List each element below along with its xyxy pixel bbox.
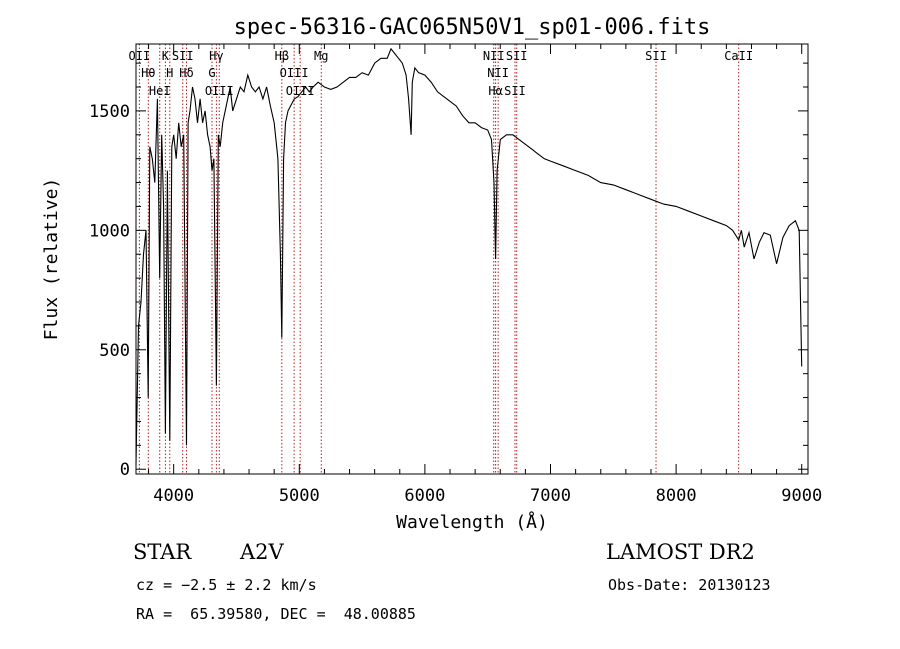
chart-title: spec-56316-GAC065N50V1_sp01-006.fits — [234, 15, 711, 40]
line-marker-label: Hγ — [209, 49, 223, 63]
plot-frame — [135, 43, 809, 475]
line-marker-label: SII — [504, 84, 526, 98]
y-axis-label: Flux (relative) — [41, 178, 62, 341]
line-marker-label: SII — [506, 49, 528, 63]
line-marker-label: Hβ — [275, 49, 289, 63]
line-marker-label: H — [166, 66, 173, 80]
object-subclass: A2V — [240, 540, 284, 564]
line-marker-label: OIII — [280, 66, 309, 80]
x-axis-label: Wavelength (Å) — [396, 511, 548, 533]
y-axis: 0 500 1000 1500 — [89, 62, 808, 480]
y-tick-label: 1500 — [89, 102, 130, 122]
line-marker-label: OII — [129, 49, 151, 63]
x-tick-label: 6000 — [404, 486, 445, 506]
observation-date: Obs-Date: 20130123 — [608, 576, 771, 594]
x-tick-label: 5000 — [279, 486, 320, 506]
line-marker-label: SII — [645, 49, 667, 63]
x-axis: 4000 5000 6000 7000 8000 9000 — [148, 44, 822, 506]
redshift-cz: cz = −2.5 ± 2.2 km/s — [136, 576, 317, 594]
x-tick-label: 8000 — [656, 486, 697, 506]
line-marker-label: OIII — [205, 84, 234, 98]
spectrum-line — [135, 47, 803, 465]
line-marker-label: CaII — [724, 49, 753, 63]
y-tick-label: 0 — [120, 460, 130, 480]
x-tick-label: 9000 — [781, 486, 822, 506]
line-marker-label: SII — [172, 49, 194, 63]
coordinates: RA = 65.39580, DEC = 48.00885 — [136, 605, 416, 623]
line-marker-label: HeI — [149, 84, 171, 98]
spectral-line-labels: OII Hθ HeI KH SII Hδ Hγ G OIII Hβ OIII OIII Mg NII NII… — [129, 49, 754, 98]
line-marker-label: Hα — [488, 84, 502, 98]
line-marker-label: K — [162, 49, 170, 63]
y-tick-label: 500 — [99, 341, 130, 361]
line-marker-label: G — [208, 66, 215, 80]
x-tick-label: 7000 — [530, 486, 571, 506]
line-marker-label: OIII — [286, 84, 315, 98]
y-tick-label: 1000 — [89, 221, 130, 241]
line-marker-label: Hθ — [141, 66, 155, 80]
x-tick-label: 4000 — [153, 486, 194, 506]
line-marker-label: Mg — [314, 49, 328, 63]
line-marker-label: NII — [487, 66, 509, 80]
object-class: STAR — [133, 540, 192, 564]
survey-name: LAMOST DR2 — [606, 540, 755, 564]
line-marker-label: Hδ — [179, 66, 193, 80]
spectral-line-markers — [138, 44, 740, 474]
line-marker-label: NII — [483, 49, 505, 63]
